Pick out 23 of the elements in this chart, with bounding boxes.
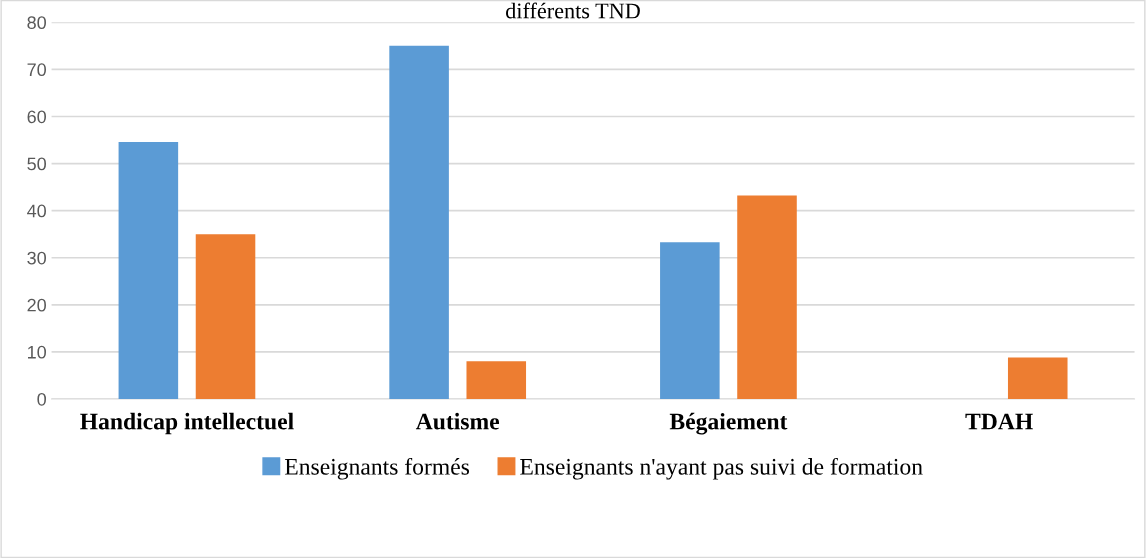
chart-title: différents TND — [506, 2, 640, 19]
y-tick-label: 70 — [27, 63, 46, 77]
y-tick-label: 40 — [27, 204, 46, 218]
bar — [737, 195, 797, 399]
y-tick-label: 0 — [37, 392, 46, 406]
y-tick-label: 30 — [27, 251, 46, 265]
y-tick-label: 50 — [27, 157, 46, 171]
y-tick-label: 10 — [28, 345, 46, 359]
bar — [466, 361, 527, 399]
x-tick-label: Bégaiement — [669, 412, 788, 435]
y-tick-label: 20 — [27, 298, 46, 312]
legend-label: Enseignants formés — [284, 457, 470, 480]
bar — [195, 234, 256, 399]
bar — [660, 242, 720, 399]
y-tick-label: 60 — [27, 110, 46, 124]
bar — [389, 45, 449, 399]
x-tick-label: Autisme — [415, 412, 500, 430]
bar — [1007, 357, 1068, 399]
bar — [118, 141, 179, 399]
y-tick-label: 80 — [27, 16, 46, 30]
x-tick-label: Handicap intellectuel — [80, 412, 294, 435]
x-tick-label: TDAH — [965, 413, 1033, 430]
legend-label: Enseignants n'ayant pas suivi de formation — [520, 457, 923, 480]
